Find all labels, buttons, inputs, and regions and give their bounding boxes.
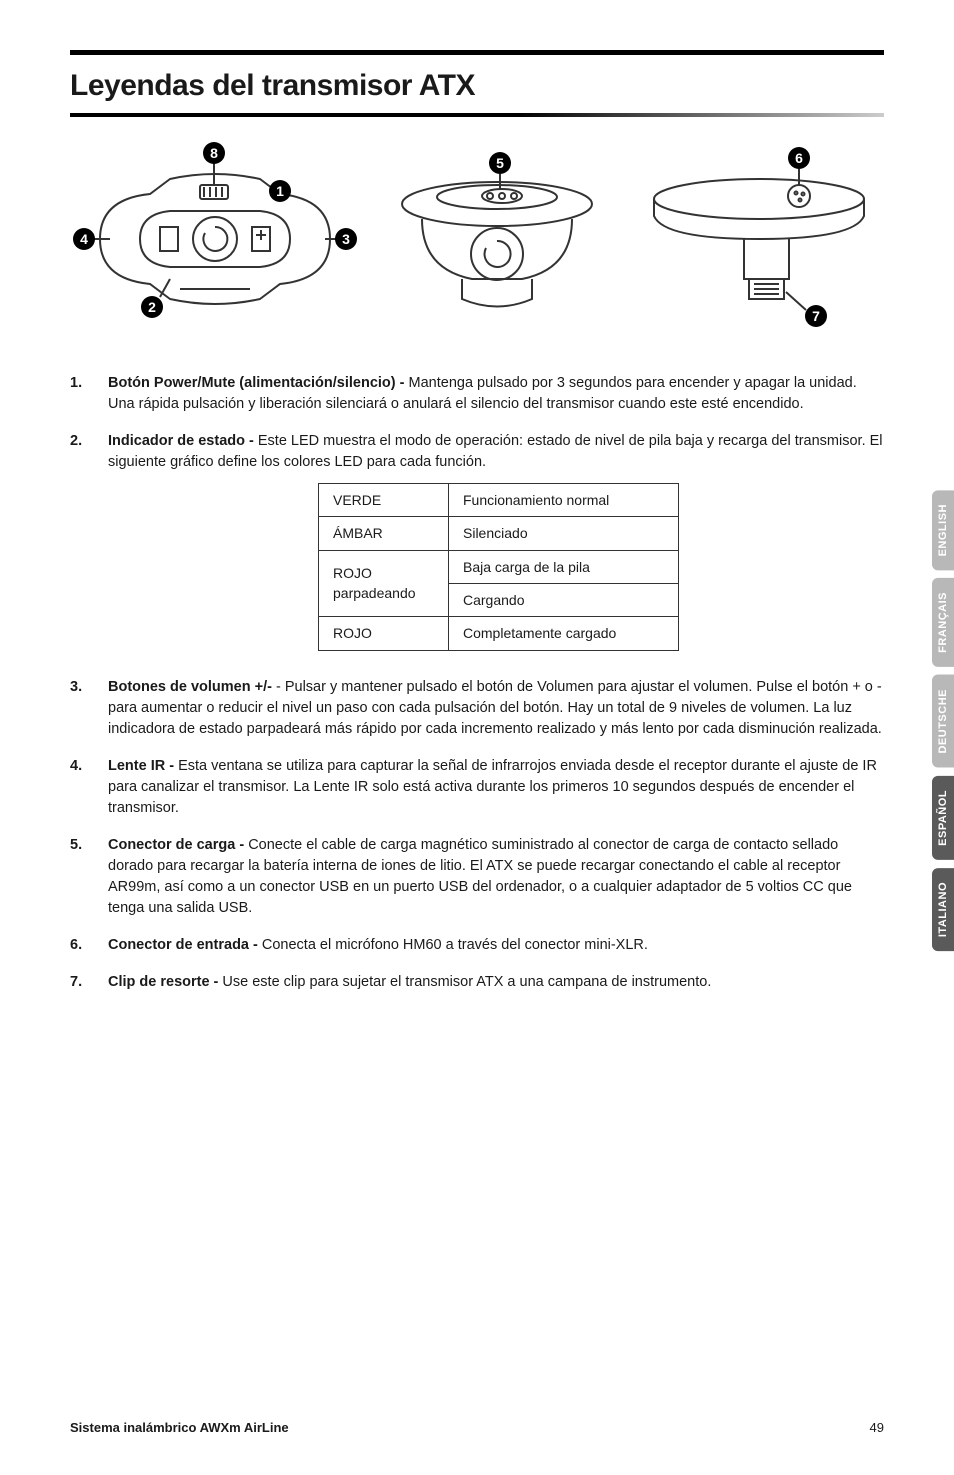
led-key: VERDE bbox=[319, 484, 449, 517]
led-key: ÁMBAR bbox=[319, 517, 449, 550]
list-item: 3. Botones de volumen +/- - Pulsar y man… bbox=[70, 677, 884, 740]
item-number: 5. bbox=[70, 835, 88, 919]
item-bold: Clip de resorte - bbox=[108, 974, 218, 990]
led-key: ROJO bbox=[319, 617, 449, 650]
callout-3: 3 bbox=[342, 231, 350, 247]
diagram-front: 8 1 4 3 2 bbox=[70, 139, 360, 339]
diagram-top: 5 bbox=[382, 149, 612, 329]
diagram-row: 8 1 4 3 2 5 bbox=[70, 139, 884, 339]
list-item: 1. Botón Power/Mute (alimentación/silenc… bbox=[70, 373, 884, 415]
list-item: 4. Lente IR - Esta ventana se utiliza pa… bbox=[70, 756, 884, 819]
led-key: ROJO parpadeando bbox=[319, 550, 449, 617]
callout-2: 2 bbox=[148, 299, 156, 315]
led-value: Completamente cargado bbox=[449, 617, 679, 650]
table-row: ROJO parpadeandoBaja carga de la pila bbox=[319, 550, 679, 583]
callout-6: 6 bbox=[795, 150, 803, 166]
item-bold: Lente IR - bbox=[108, 758, 174, 774]
item-bold: Botón Power/Mute (alimentación/silencio)… bbox=[108, 375, 404, 391]
callout-7: 7 bbox=[812, 308, 820, 324]
item-number: 2. bbox=[70, 431, 88, 661]
item-number: 3. bbox=[70, 677, 88, 740]
item-number: 4. bbox=[70, 756, 88, 819]
footer-title: Sistema inalámbrico AWXm AirLine bbox=[70, 1420, 289, 1435]
item-number: 1. bbox=[70, 373, 88, 415]
table-row: ÁMBARSilenciado bbox=[319, 517, 679, 550]
item-bold: Conector de entrada - bbox=[108, 937, 258, 953]
diagram-side: 6 7 bbox=[634, 144, 884, 334]
led-value: Silenciado bbox=[449, 517, 679, 550]
led-value: Baja carga de la pila bbox=[449, 550, 679, 583]
callout-1: 1 bbox=[276, 183, 284, 199]
table-row: VERDEFuncionamiento normal bbox=[319, 484, 679, 517]
item-bold: Botones de volumen +/- bbox=[108, 679, 272, 695]
item-text: Esta ventana se utiliza para capturar la… bbox=[108, 758, 877, 816]
item-text: Conecta el micrófono HM60 a través del c… bbox=[258, 937, 648, 953]
page-number: 49 bbox=[870, 1420, 884, 1435]
tab-espanol[interactable]: ESPAÑOL bbox=[932, 776, 954, 860]
item-number: 6. bbox=[70, 935, 88, 956]
led-table: VERDEFuncionamiento normal ÁMBARSilencia… bbox=[318, 483, 679, 650]
item-bold: Indicador de estado - bbox=[108, 433, 254, 449]
list-item: 5. Conector de carga - Conecte el cable … bbox=[70, 835, 884, 919]
page-title: Leyendas del transmisor ATX bbox=[70, 69, 884, 103]
list-item: 2. Indicador de estado - Este LED muestr… bbox=[70, 431, 884, 661]
led-value: Cargando bbox=[449, 583, 679, 616]
tab-deutsche[interactable]: DEUTSCHE bbox=[932, 675, 954, 768]
callout-4: 4 bbox=[80, 231, 88, 247]
item-bold: Conector de carga - bbox=[108, 837, 244, 853]
list-item: 6. Conector de entrada - Conecta el micr… bbox=[70, 935, 884, 956]
language-tabs: ENGLISH FRANÇAIS DEUTSCHE ESPAÑOL ITALIA… bbox=[932, 490, 954, 951]
led-value: Funcionamiento normal bbox=[449, 484, 679, 517]
item-number: 7. bbox=[70, 972, 88, 993]
callout-5: 5 bbox=[496, 155, 504, 171]
tab-francais[interactable]: FRANÇAIS bbox=[932, 578, 954, 667]
feature-list: 1. Botón Power/Mute (alimentación/silenc… bbox=[70, 373, 884, 993]
tab-italiano[interactable]: ITALIANO bbox=[932, 868, 954, 951]
tab-english[interactable]: ENGLISH bbox=[932, 490, 954, 570]
list-item: 7. Clip de resorte - Use este clip para … bbox=[70, 972, 884, 993]
page-footer: Sistema inalámbrico AWXm AirLine 49 bbox=[70, 1420, 884, 1435]
callout-8: 8 bbox=[210, 145, 218, 161]
item-text: Use este clip para sujetar el transmisor… bbox=[218, 974, 711, 990]
table-row: ROJOCompletamente cargado bbox=[319, 617, 679, 650]
